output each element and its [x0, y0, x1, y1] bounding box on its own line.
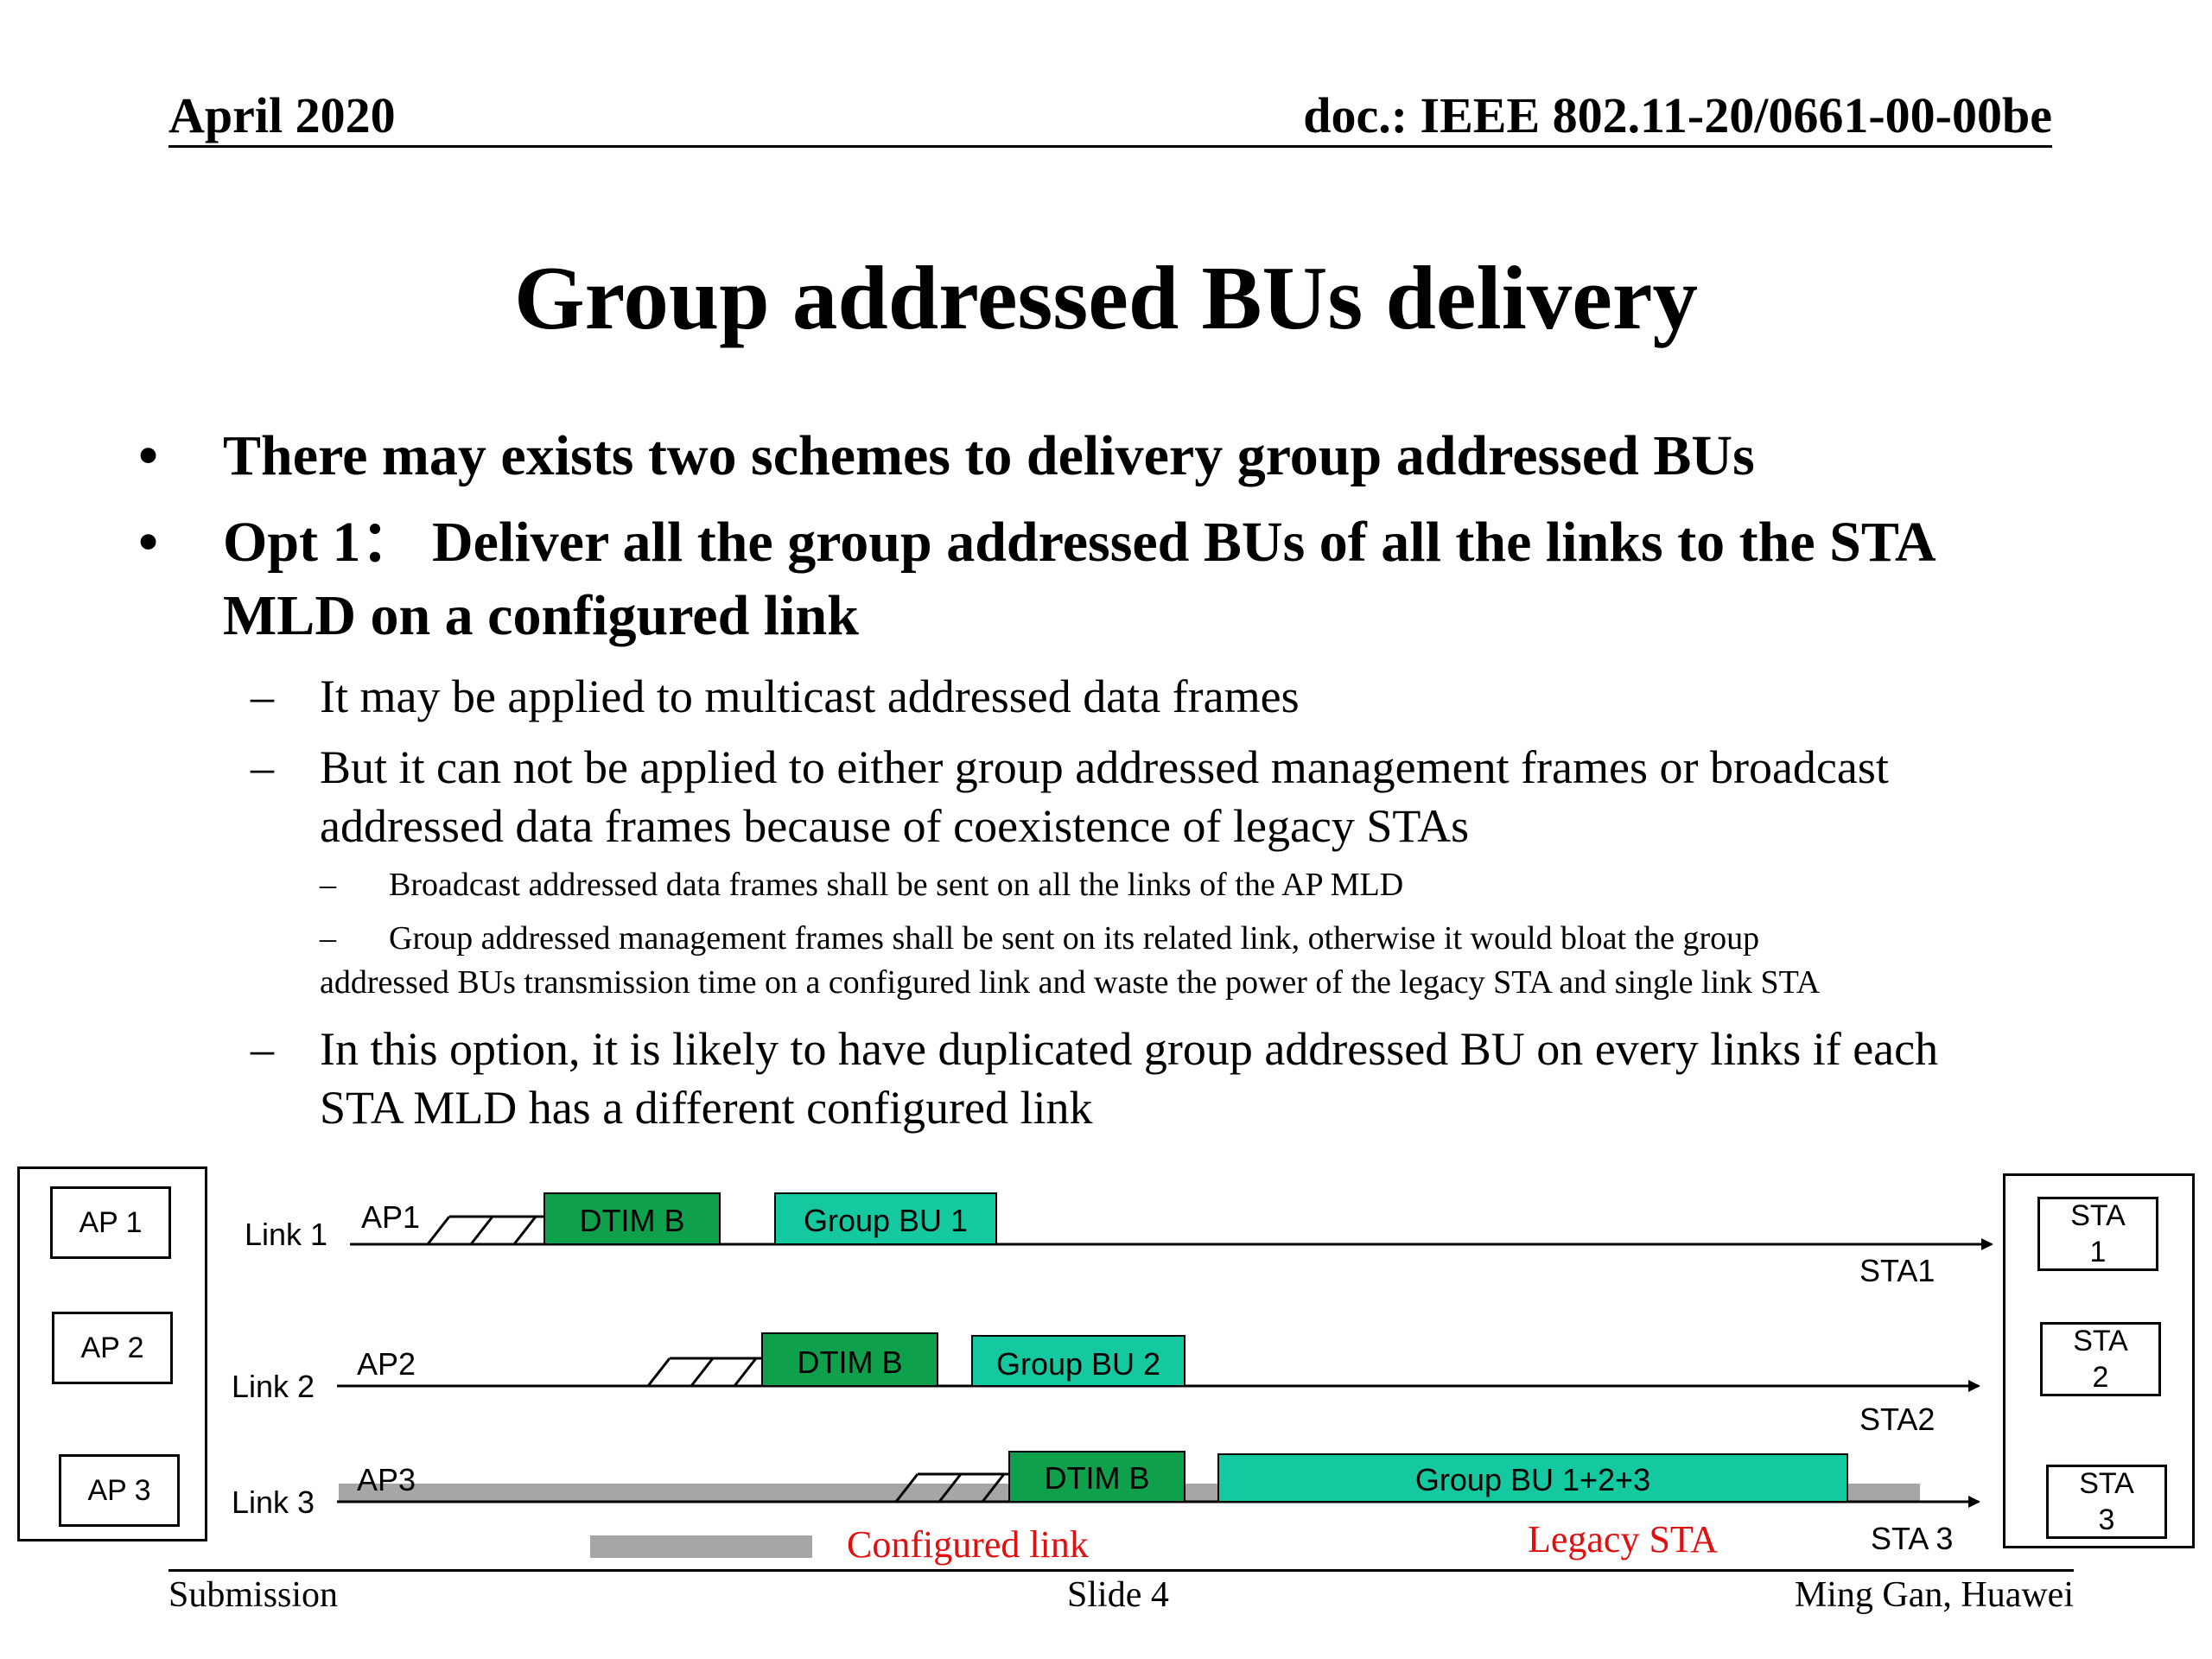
link-3-ap-label: AP3	[357, 1462, 416, 1497]
link-2-label: Link 2	[232, 1369, 315, 1404]
link-1-sta-label: STA1	[1859, 1253, 1936, 1288]
ap-3-box: AP 3	[59, 1454, 180, 1527]
link-3-sta-label: STA 3	[1871, 1521, 1954, 1556]
sub-dash: –	[251, 1023, 274, 1075]
sub-dash: –	[251, 741, 274, 793]
link-2-group-bu	[971, 1335, 1185, 1387]
link-1-dtim-beacon	[543, 1192, 721, 1245]
sub-sub-bullet-management-line1: Group addressed management frames shall …	[389, 920, 1760, 957]
ap-2-box: AP 2	[52, 1312, 173, 1384]
link-2-group-label: Group BU 2	[995, 1346, 1161, 1382]
sta-2-label: STA	[2073, 1325, 2128, 1357]
sub-bullet-not-applied-line2: addressed data frames because of coexist…	[320, 800, 1470, 852]
bullet-opt1-line2: MLD on a configured link	[223, 584, 859, 647]
link-3-label: Link 3	[232, 1484, 315, 1520]
sub-sub-bullet-broadcast: Broadcast addressed data frames shall be…	[389, 867, 1404, 903]
sub-bullet-not-applied-line1: But it can not be applied to either grou…	[320, 741, 1889, 793]
sub-bullet-duplicated-line2: STA MLD has a different configured link	[320, 1082, 1093, 1134]
link-1-ap-label: AP1	[361, 1199, 421, 1235]
sub-bullet-duplicated-line1: In this option, it is likely to have dup…	[320, 1023, 1939, 1075]
link-2-ap-label: AP2	[357, 1346, 416, 1382]
footer-author: Ming Gan, Huawei	[1794, 1575, 2074, 1615]
link-1-dtim-label: DTIM B	[579, 1203, 685, 1238]
sta-mld-frame	[2003, 1173, 2195, 1548]
sta-1-label: STA	[2070, 1199, 2126, 1232]
bullet-opt1-line1: Opt 1： Deliver all the group addressed B…	[223, 511, 1936, 574]
slide-title: Group addressed BUs delivery	[513, 247, 1699, 348]
link-3-group-bu	[1217, 1453, 1848, 1503]
sub-dash: –	[251, 671, 274, 722]
sub-bullet-multicast: It may be applied to multicast addressed…	[320, 671, 1300, 722]
sta-1-box: STA 1	[2037, 1197, 2158, 1271]
header-date: April 2020	[168, 87, 396, 143]
footer-submission: Submission	[168, 1575, 339, 1615]
ap-1-box: AP 1	[50, 1186, 171, 1259]
link-1-group-label: Group BU 1	[803, 1203, 969, 1238]
bullet-schemes: There may exists two schemes to delivery…	[223, 424, 1755, 487]
link-3-group-label: Group BU 1+2+3	[1414, 1462, 1651, 1497]
sta-3-number: 3	[2098, 1503, 2115, 1536]
footer-slide-number: Slide 4	[1067, 1575, 1169, 1615]
link-1-group-bu	[774, 1192, 997, 1245]
link-2-dtim-beacon	[761, 1332, 938, 1387]
ap-mld-frame	[17, 1166, 207, 1541]
link-1-label: Link 1	[245, 1217, 328, 1252]
bullet-dot: •	[138, 424, 159, 487]
sta-2-box: STA 2	[2040, 1322, 2161, 1396]
sta-3-box: STA 3	[2046, 1465, 2167, 1539]
sub-sub-bullet-management-line2: addressed BUs transmission time on a con…	[320, 964, 1821, 1001]
bullet-dot: •	[138, 511, 159, 574]
sub-sub-dash: –	[320, 867, 336, 903]
link-3-dtim-label: DTIM B	[1044, 1460, 1150, 1496]
link-3-backoff	[894, 1472, 1009, 1503]
configured-link-legend: Configured link	[847, 1523, 1089, 1566]
sta-3-label: STA	[2079, 1467, 2134, 1500]
configured-link-swatch	[590, 1535, 812, 1558]
sub-sub-dash: –	[320, 920, 336, 957]
link-2-sta-label: STA2	[1859, 1402, 1936, 1437]
header-rule	[168, 145, 2052, 148]
sta-1-number: 1	[2089, 1236, 2107, 1268]
footer-rule	[168, 1569, 2074, 1572]
link-2-dtim-label: DTIM B	[797, 1344, 903, 1380]
link-2-backoff	[646, 1357, 762, 1387]
link-3-dtim-beacon	[1008, 1451, 1185, 1503]
header-doc-id: doc.: IEEE 802.11-20/0661-00-00be	[1303, 87, 2052, 143]
sta-2-number: 2	[2092, 1361, 2109, 1394]
legacy-sta-legend: Legacy STA	[1528, 1518, 1719, 1560]
link-1-backoff	[426, 1215, 544, 1245]
